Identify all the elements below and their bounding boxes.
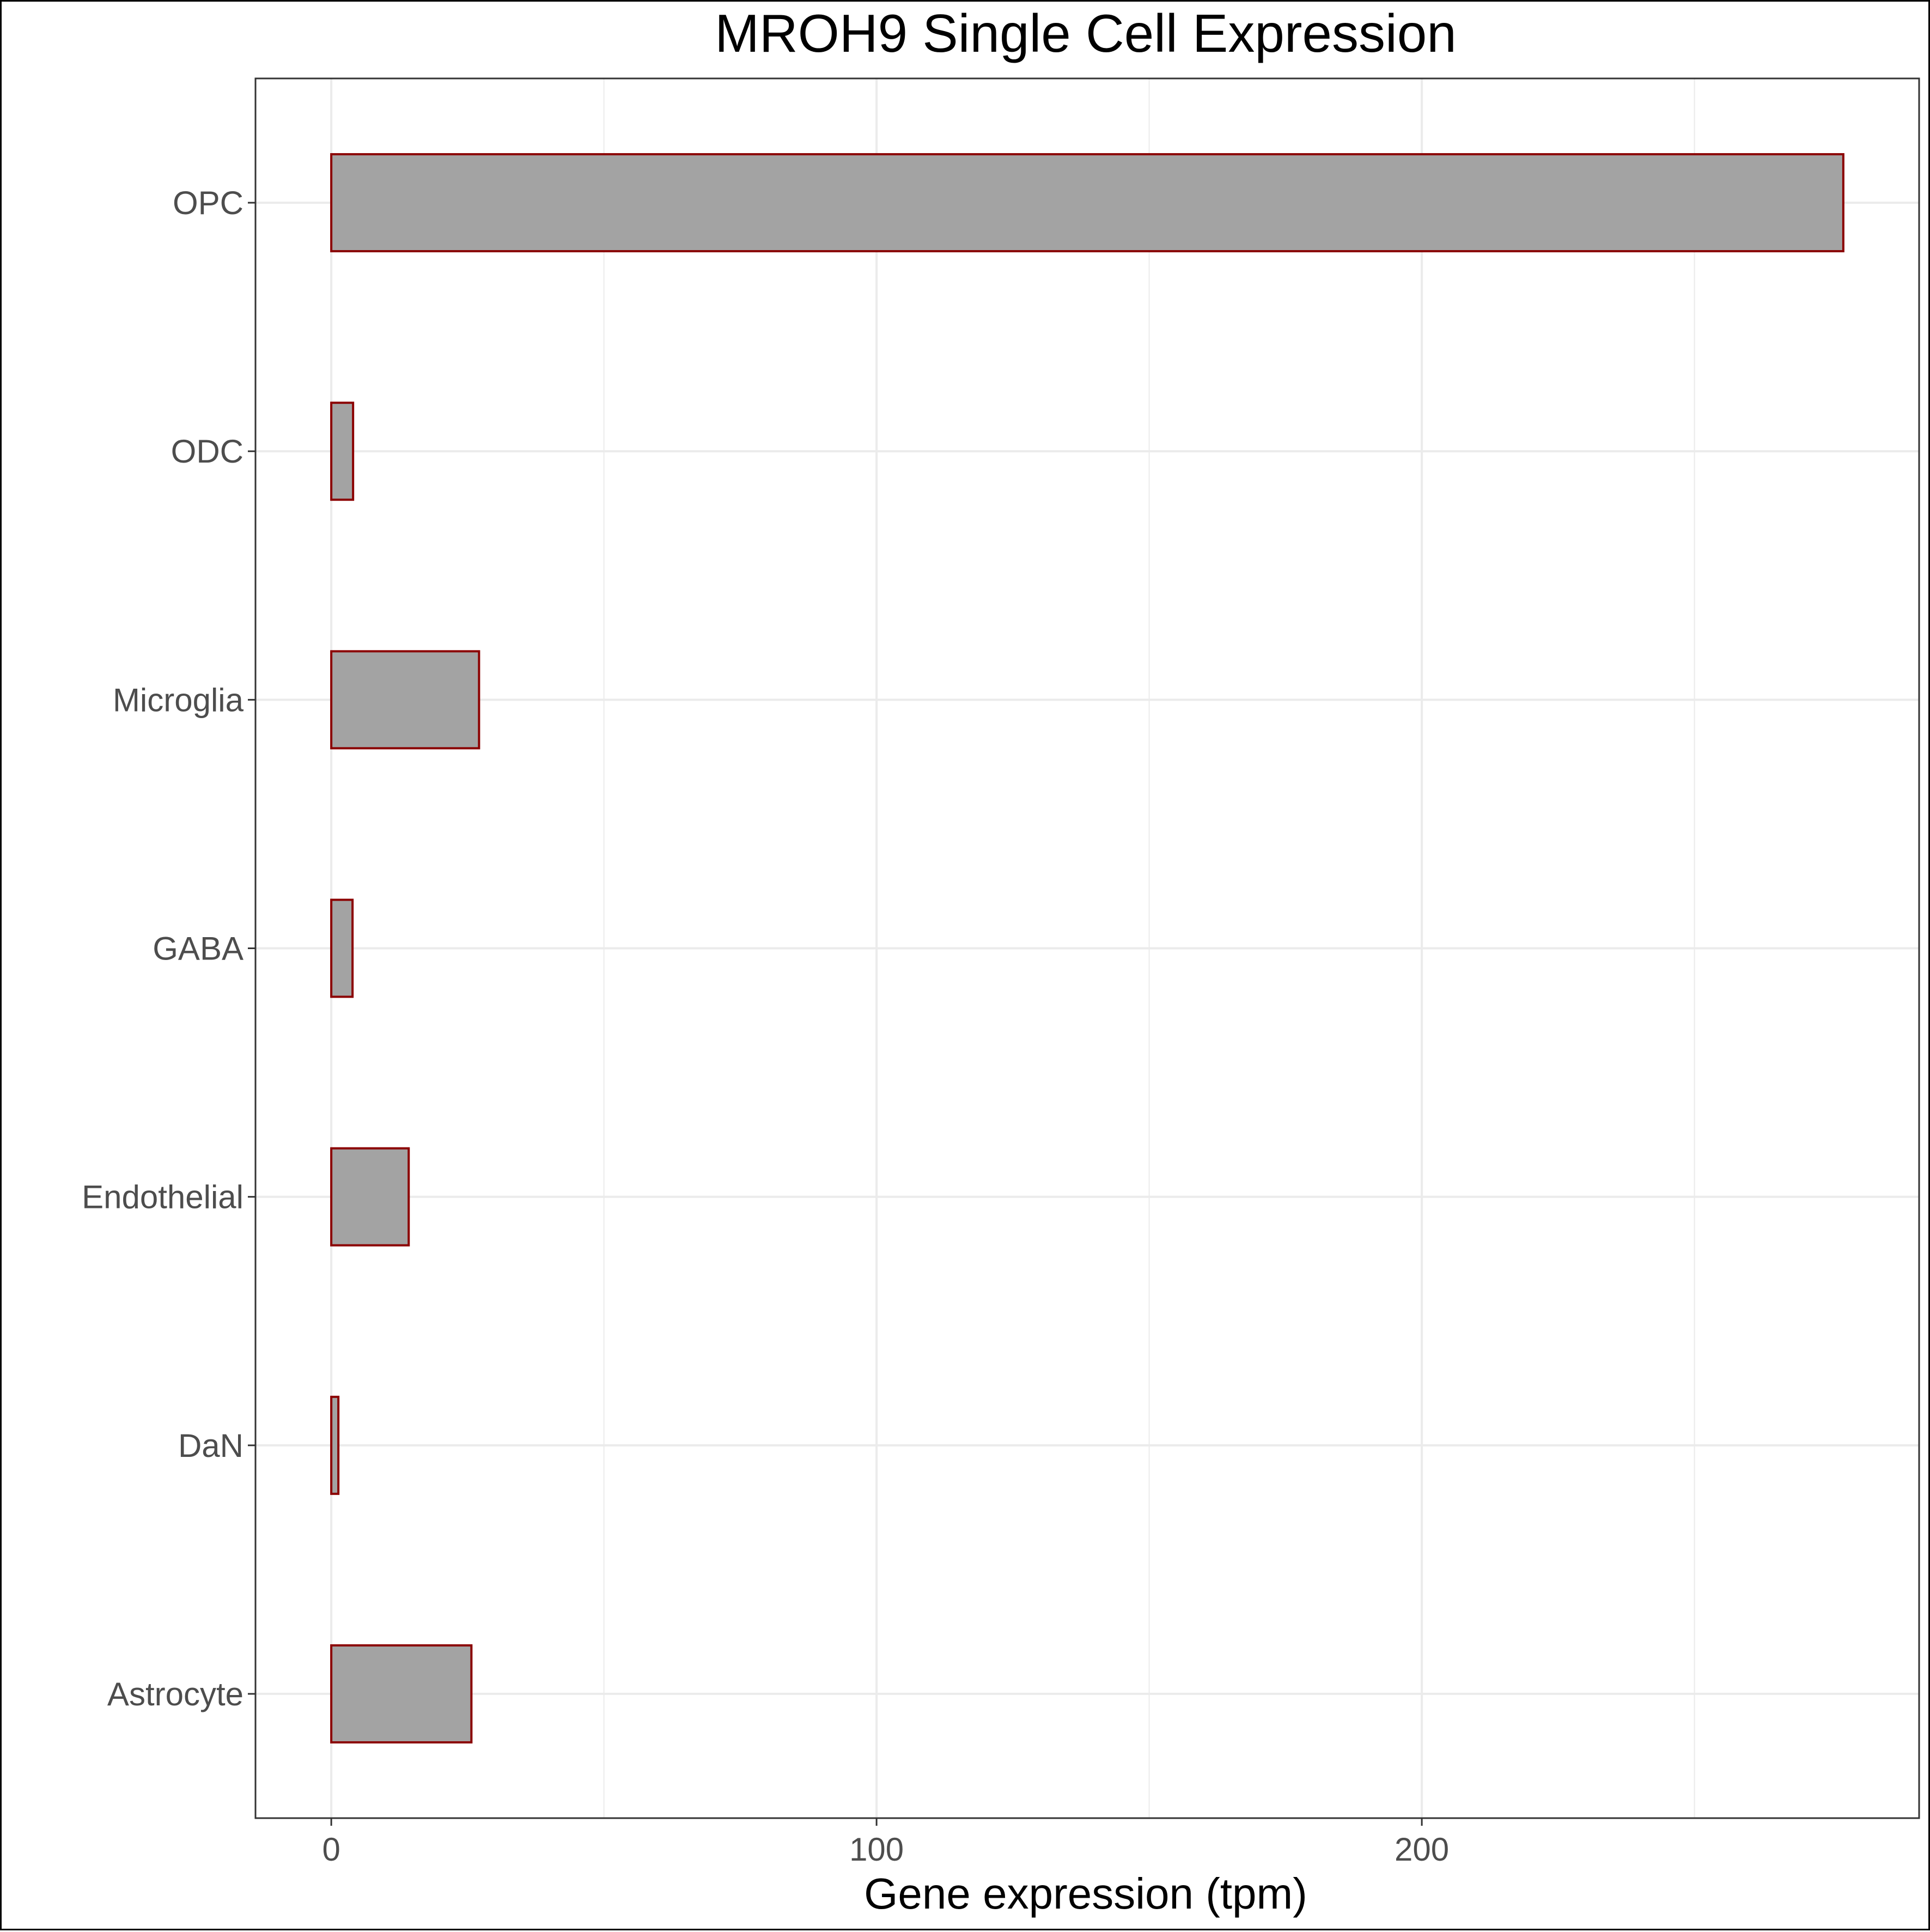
- bar-odc: [330, 402, 355, 501]
- y-tick-label: Microglia: [113, 682, 244, 718]
- chart-title: MROH9 Single Cell Expression: [715, 3, 1457, 63]
- y-tick-label: ODC: [171, 433, 243, 470]
- y-tick-label: GABA: [153, 931, 243, 967]
- bar-astrocyte: [330, 1644, 473, 1743]
- grid-lines: [255, 78, 1919, 1818]
- bar-opc: [330, 153, 1844, 253]
- x-tick-label: 0: [322, 1831, 340, 1868]
- y-tick-label: Astrocyte: [107, 1676, 243, 1712]
- x-tick-label: 100: [849, 1831, 904, 1868]
- y-tick-label: OPC: [173, 185, 243, 221]
- bar-microglia: [330, 650, 480, 750]
- y-tick-label: DaN: [178, 1427, 243, 1464]
- bar-gaba: [330, 898, 354, 998]
- bar-dan: [330, 1395, 340, 1495]
- bars: [330, 153, 1844, 1743]
- y-tick-label: Endothelial: [82, 1179, 243, 1216]
- x-axis-label: Gene expression (tpm): [864, 1869, 1307, 1918]
- bar-endothelial: [330, 1147, 410, 1247]
- x-tick-label: 200: [1395, 1831, 1449, 1868]
- axis-ticks: Astrocyte DaN Endothelial GABA Microglia ODC O…: [82, 185, 1449, 1868]
